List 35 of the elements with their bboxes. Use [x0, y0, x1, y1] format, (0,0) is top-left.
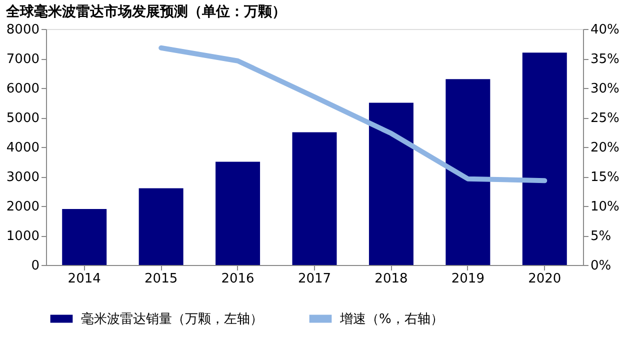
x-tick-label: 2016	[221, 272, 254, 286]
y2-tick-label: 10%	[590, 200, 620, 214]
y-tick-label: 7000	[6, 52, 40, 67]
legend-label: 毫米波雷达销量（万颗，左轴）	[81, 310, 263, 327]
bar	[446, 79, 490, 265]
bar	[292, 132, 337, 265]
y-tick-label: 3000	[6, 170, 40, 185]
x-tick-label: 2019	[451, 272, 484, 286]
x-tick-label: 2014	[68, 272, 101, 286]
y-tick-label: 1000	[6, 229, 40, 244]
y2-tick-label: 0%	[590, 258, 612, 274]
x-tick-label: 2015	[144, 272, 178, 286]
chart-title: 全球毫米波雷达市场发展预测（单位：万颗）	[4, 3, 286, 20]
y2-tick-label: 30%	[590, 82, 620, 96]
bar	[522, 52, 567, 265]
y-tick-label: 4000	[6, 140, 40, 156]
bar	[216, 162, 260, 265]
y2-tick-label: 15%	[590, 170, 620, 185]
bar	[368, 102, 414, 265]
y-tick-label: 0	[31, 258, 40, 274]
y2-tick-label: 25%	[590, 111, 620, 126]
x-tick-label: 2020	[528, 272, 562, 286]
y-tick-label: 5000	[6, 111, 40, 126]
y2-tick-label: 35%	[590, 52, 620, 67]
y-tick-label: 2000	[6, 200, 40, 214]
y-tick-label: 6000	[6, 82, 40, 96]
legend-label: 增速（%，右轴）	[339, 312, 444, 327]
y2-tick-label: 40%	[590, 22, 620, 38]
bar	[138, 188, 184, 265]
y-tick-label: 8000	[6, 22, 40, 38]
bar	[62, 208, 107, 265]
y2-tick-label: 5%	[590, 229, 612, 244]
x-tick-label: 2017	[298, 272, 332, 286]
y2-tick-label: 20%	[590, 140, 620, 156]
x-tick-label: 2018	[374, 272, 408, 286]
